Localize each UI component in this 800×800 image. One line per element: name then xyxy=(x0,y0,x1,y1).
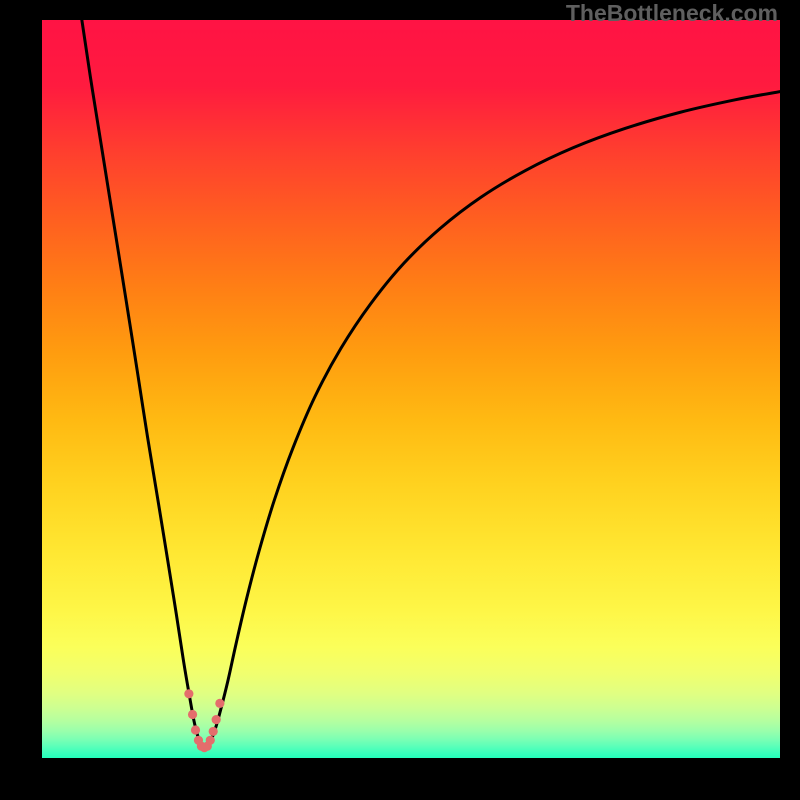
plot-area xyxy=(42,20,780,758)
minimum-marker-dot xyxy=(209,727,218,736)
minimum-marker-dot xyxy=(206,736,215,745)
minimum-marker-dot xyxy=(188,710,197,719)
minimum-marker-dot xyxy=(191,725,200,734)
minimum-marker-dot xyxy=(184,689,193,698)
minimum-marker-dot xyxy=(215,699,224,708)
watermark-text: TheBottleneck.com xyxy=(566,0,778,27)
bottleneck-curve-left xyxy=(82,20,205,748)
curve-layer xyxy=(42,20,780,758)
minimum-marker-dot xyxy=(212,715,221,724)
bottleneck-curve-right xyxy=(204,92,780,748)
